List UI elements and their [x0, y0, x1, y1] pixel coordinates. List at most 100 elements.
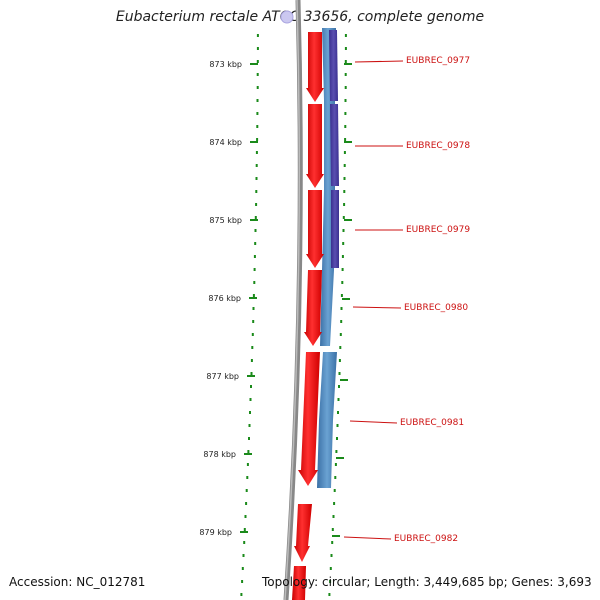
ruler-minor-tick	[256, 86, 259, 89]
ruler-minor-tick	[244, 515, 247, 518]
ruler-minor-tick	[344, 99, 347, 102]
ruler-minor-tick	[250, 385, 252, 388]
ruler-minor-tick	[344, 125, 347, 128]
ruler-minor-tick	[256, 99, 259, 102]
ruler-minor-tick	[342, 216, 345, 219]
genome-summary: Topology: circular; Length: 3,449,685 bp…	[262, 575, 592, 589]
ruler-minor-tick	[255, 203, 258, 206]
ruler-minor-tick	[254, 216, 257, 219]
ruler-minor-tick	[256, 73, 259, 76]
ruler-minor-tick	[344, 138, 347, 141]
scale-tick-label: 878 kbp	[203, 450, 236, 459]
ruler-minor-tick	[246, 463, 249, 466]
ruler-minor-tick	[253, 255, 256, 258]
ruler-minor-tick	[341, 268, 344, 271]
gene-arrow	[306, 32, 324, 102]
ruler-minor-tick	[340, 294, 343, 297]
ruler-minor-tick	[340, 320, 343, 323]
gene-leader-line	[349, 420, 398, 424]
ruler-minor-tick	[241, 580, 244, 583]
ruler-minor-tick	[332, 515, 335, 518]
gene-label[interactable]: EUBREC_0977	[406, 56, 470, 66]
ruler-minor-ticks-left	[240, 34, 259, 596]
ruler-minor-tick	[343, 203, 346, 206]
ruler-minor-tick	[256, 125, 259, 128]
ruler-minor-tick	[241, 567, 244, 570]
gene-label[interactable]: EUBREC_0982	[394, 534, 458, 544]
ruler-minor-tick	[329, 567, 332, 570]
ruler-minor-tick	[256, 112, 259, 115]
gene-label[interactable]: EUBREC_0978	[406, 141, 470, 151]
scale-tick-label: 879 kbp	[199, 528, 232, 537]
ruler-minor-tick	[339, 346, 342, 349]
ruler-minor-tick	[344, 86, 347, 89]
scale-tick-label: 876 kbp	[208, 294, 241, 303]
ruler-minor-tick	[248, 424, 251, 427]
ruler-minor-tick	[333, 502, 336, 505]
ruler-minor-tick	[252, 294, 255, 297]
feature-block-light	[317, 352, 337, 488]
feature-block-dark	[331, 190, 339, 268]
ruler-minor-tick	[342, 242, 345, 245]
genome-backbone	[283, 0, 303, 600]
ruler-minor-tick	[256, 60, 259, 63]
gene-leader-line	[352, 306, 402, 309]
ruler-minor-tick	[338, 372, 341, 375]
accession-label: Accession: NC_012781	[9, 575, 146, 589]
gene-label[interactable]: EUBREC_0979	[406, 225, 470, 235]
gene-arrow	[292, 566, 306, 600]
ruler-minor-tick	[344, 60, 347, 63]
ruler-minor-tick	[250, 372, 253, 375]
ruler-minor-ticks-right	[328, 34, 347, 596]
ruler-minor-tick	[252, 307, 255, 310]
ruler-minor-tick	[341, 255, 344, 258]
ruler-minor-tick	[245, 502, 248, 505]
ruler-minor-tick	[344, 112, 347, 115]
ruler-minor-tick	[336, 424, 339, 427]
ruler-minor-tick	[340, 307, 343, 310]
ruler-minor-tick	[341, 281, 344, 284]
ruler-minor-tick	[255, 190, 258, 193]
ruler-minor-tick	[243, 528, 246, 531]
ruler-minor-tick	[331, 541, 334, 544]
ruler-minor-tick	[256, 138, 259, 141]
ruler-minor-tick	[249, 411, 251, 414]
position-marker	[280, 10, 294, 24]
gene-arrow	[298, 352, 320, 486]
ruler-minor-tick	[255, 151, 258, 154]
scale-tick-label: 875 kbp	[209, 216, 242, 225]
ruler-minor-tick	[334, 476, 337, 479]
ruler-minor-tick	[254, 242, 257, 245]
ruler-minor-tick	[250, 359, 253, 362]
gene-arrow	[304, 270, 322, 346]
gene-arrow	[306, 104, 324, 188]
ruler-minor-tick	[251, 346, 254, 349]
ruler-minor-tick	[252, 320, 255, 323]
ruler-minor-tick	[247, 450, 250, 453]
scale-tick-label: 877 kbp	[206, 372, 239, 381]
ruler-minor-tick	[242, 554, 245, 557]
ruler-minor-tick	[338, 359, 341, 362]
gene-label[interactable]: EUBREC_0981	[400, 418, 464, 428]
ruler-minor-tick	[344, 73, 347, 76]
gene-arrow	[306, 190, 324, 268]
ruler-minor-tick	[334, 463, 337, 466]
ruler-minor-tick	[339, 333, 342, 336]
ruler-minor-tick	[337, 411, 339, 414]
ruler-minor-tick	[330, 554, 333, 557]
ruler-minor-tick	[331, 528, 334, 531]
ruler-minor-tick	[342, 229, 345, 232]
ruler-minor-tick	[243, 541, 246, 544]
ruler-minor-tick	[253, 268, 256, 271]
ruler-minor-tick	[256, 47, 259, 50]
scale-tick-label: 873 kbp	[209, 60, 242, 69]
scale-tick-label: 874 kbp	[209, 138, 242, 147]
ruler-minor-tick	[343, 177, 346, 180]
feature-block-dark	[330, 104, 339, 186]
ruler-minor-tick	[329, 580, 332, 583]
gene-label[interactable]: EUBREC_0980	[404, 303, 468, 313]
ruler-minor-tick	[255, 177, 258, 180]
ruler-minor-tick	[240, 593, 243, 596]
ruler-minor-tick	[344, 34, 347, 37]
ruler-minor-tick	[254, 229, 257, 232]
